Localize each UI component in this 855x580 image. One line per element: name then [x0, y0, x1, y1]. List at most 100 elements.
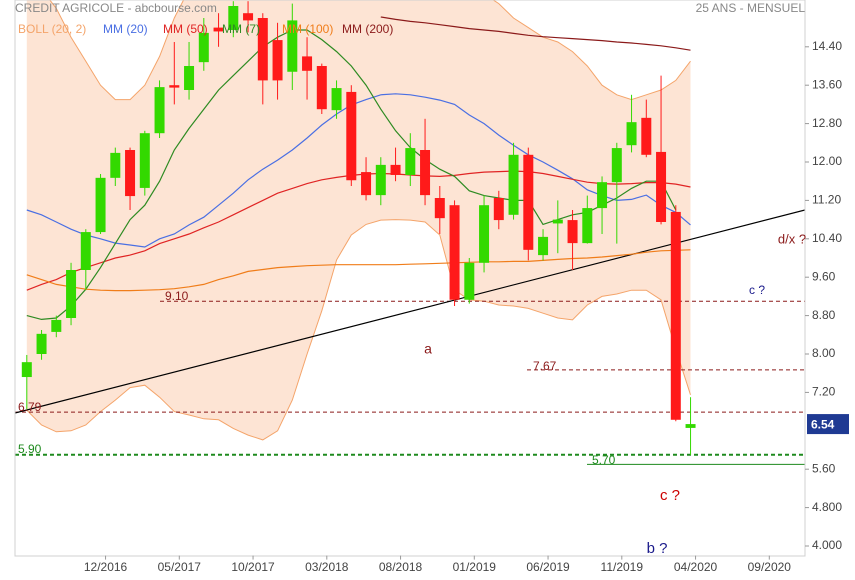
candle-body [493, 198, 504, 221]
candle-body [597, 182, 608, 209]
candle-body [685, 424, 696, 428]
candle-body [213, 27, 224, 32]
candle-body [670, 211, 681, 420]
moving-average [26, 29, 677, 321]
y-tick-label: 8.00 [812, 346, 836, 360]
annotation: c ? [749, 283, 765, 297]
candle-body [346, 91, 357, 181]
candle-body [611, 148, 622, 183]
x-tick-label: 12/2016 [84, 560, 128, 574]
candle-body [139, 133, 150, 188]
moving-average [26, 170, 691, 291]
candle-body [243, 13, 254, 21]
candle-body [464, 262, 475, 300]
legend-entry: MM (100) [282, 22, 333, 36]
level-label: 9.10 [165, 289, 189, 303]
y-tick-label: 10.40 [812, 231, 842, 245]
candle-body [405, 148, 416, 175]
candle-body [80, 232, 91, 270]
y-tick-label: 4.800 [812, 500, 842, 514]
annotation: c ? [660, 487, 680, 504]
candle-body [287, 20, 298, 72]
candle-body [154, 87, 165, 134]
candle-body [375, 164, 386, 196]
candle-body [361, 172, 372, 196]
candle-body [331, 88, 342, 111]
annotation: b ? [647, 540, 668, 557]
level-label: 7.67 [533, 359, 557, 373]
chart-subtitle: 25 ANS - MENSUEL [696, 1, 806, 15]
x-tick-label: 08/2018 [379, 560, 423, 574]
candle-body [420, 150, 431, 196]
moving-average [26, 93, 691, 248]
candle-body [434, 198, 445, 219]
annotation: d/x ? [778, 231, 806, 246]
plot-frame [14, 0, 806, 557]
moving-average [26, 249, 691, 292]
y-tick-label: 13.60 [812, 77, 842, 91]
level-label: 5.70 [592, 453, 616, 467]
bollinger-fill [26, 0, 691, 440]
y-tick-label: 4.000 [812, 538, 842, 552]
candle-body [567, 220, 578, 244]
candle-body [66, 270, 77, 318]
candle-body [184, 66, 195, 90]
last-price-box [807, 414, 849, 435]
x-tick-label: 11/2019 [601, 560, 644, 574]
level-label: 5.90 [18, 442, 42, 456]
candle-body [272, 40, 283, 81]
candle-body [316, 66, 327, 110]
legend-entry: BOLL (20, 2) [18, 22, 86, 36]
x-tick-label: 01/2019 [453, 560, 497, 574]
plot-area [15, 0, 805, 465]
candle-body [110, 152, 121, 178]
bollinger-upper [49, 0, 691, 101]
candle-body [523, 154, 534, 250]
candle-body [552, 219, 563, 224]
candle-body [508, 154, 519, 215]
y-tick-label: 14.40 [812, 39, 842, 53]
candle-body [169, 85, 180, 88]
candle-body [626, 122, 637, 146]
x-tick-label: 06/2019 [526, 560, 570, 574]
x-tick-label: 03/2018 [305, 560, 349, 574]
x-tick-label: 09/2020 [748, 560, 792, 574]
candle-body [538, 236, 549, 256]
chart-title: CREDIT AGRICOLE - abcbourse.com [15, 1, 217, 15]
candle-body [656, 151, 667, 222]
y-tick-label: 7.20 [812, 385, 836, 399]
candle-body [125, 150, 136, 197]
candle-body [449, 205, 460, 300]
legend-entry: MM (7) [222, 22, 260, 36]
candle-body [228, 6, 239, 30]
candle-body [479, 205, 490, 263]
candle-body [36, 333, 47, 354]
candle-body [95, 177, 106, 233]
x-tick-label: 10/2017 [231, 560, 275, 574]
last-price-label: 6.54 [811, 417, 835, 431]
level-label: 6.79 [18, 400, 42, 414]
y-tick-label: 12.80 [812, 116, 842, 130]
candle-body [21, 362, 32, 378]
legend-entry: MM (20) [103, 22, 148, 36]
legend-entry: MM (50) [163, 22, 208, 36]
legend-entry: MM (200) [342, 22, 393, 36]
candle-body [302, 56, 313, 71]
x-tick-label: 05/2017 [158, 560, 202, 574]
candle-body [641, 117, 652, 155]
candle-body [390, 164, 401, 175]
y-tick-label: 12.00 [812, 154, 842, 168]
candle-body [51, 319, 62, 332]
y-tick-label: 8.80 [812, 308, 836, 322]
moving-average [380, 16, 691, 51]
y-tick-label: 11.20 [812, 193, 841, 207]
y-tick-label: 9.60 [812, 269, 836, 283]
candle-body [582, 208, 593, 244]
x-tick-label: 04/2020 [674, 560, 718, 574]
annotation: a [424, 341, 432, 357]
candle-body [198, 32, 209, 63]
bollinger-lower [26, 219, 691, 441]
y-tick-label: 5.60 [812, 461, 836, 475]
